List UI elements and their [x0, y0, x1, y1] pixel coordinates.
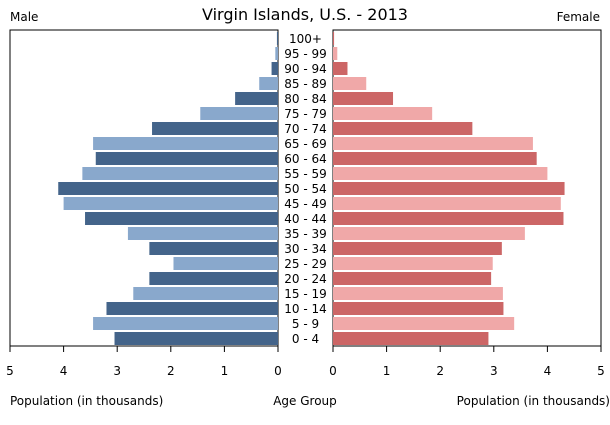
male-x-tick-label: 4 [60, 364, 68, 378]
male-bar [149, 242, 278, 255]
age-group-axis-label: Age Group [273, 394, 337, 408]
male-bar [275, 47, 278, 60]
male-x-tick-label: 0 [274, 364, 282, 378]
female-bar [333, 242, 502, 255]
female-x-tick-label: 2 [436, 364, 444, 378]
female-bar [333, 92, 394, 105]
female-bars [333, 32, 565, 345]
male-bar [85, 212, 278, 225]
female-bar [333, 122, 473, 135]
age-group-label: 70 - 74 [284, 122, 327, 136]
female-panel-label: Female [557, 10, 600, 24]
age-group-label: 65 - 69 [284, 137, 327, 151]
age-group-label: 15 - 19 [284, 287, 327, 301]
male-x-tick-label: 5 [6, 364, 14, 378]
male-bar [200, 107, 278, 120]
age-group-label: 25 - 29 [284, 257, 327, 271]
female-bar [333, 62, 348, 75]
male-x-tick-label: 3 [113, 364, 121, 378]
female-bar [333, 47, 338, 60]
male-bar [152, 122, 278, 135]
age-group-label: 35 - 39 [284, 227, 327, 241]
age-group-label: 30 - 34 [284, 242, 327, 256]
male-bar [93, 317, 278, 330]
female-x-tick-label: 0 [329, 364, 337, 378]
female-x-tick-label: 1 [383, 364, 391, 378]
male-bar [149, 272, 278, 285]
male-bar [271, 62, 278, 75]
female-bar [333, 287, 503, 300]
female-bar [333, 137, 533, 150]
age-group-label: 100+ [289, 32, 322, 46]
female-bar [333, 197, 561, 210]
male-bar [114, 332, 279, 345]
female-bar [333, 317, 515, 330]
male-bar [93, 137, 278, 150]
male-bar [58, 182, 278, 195]
age-group-label: 45 - 49 [284, 197, 327, 211]
male-bar [95, 152, 278, 165]
male-x-tick-label: 1 [221, 364, 229, 378]
female-x-axis-label: Population (in thousands) [457, 394, 610, 408]
age-group-label: 20 - 24 [284, 272, 327, 286]
female-bar [333, 182, 565, 195]
female-bar [333, 332, 489, 345]
female-bar [333, 32, 335, 45]
female-bar [333, 257, 493, 270]
female-bar [333, 152, 537, 165]
female-x-tick-label: 5 [597, 364, 605, 378]
female-bar [333, 107, 433, 120]
chart-title: Virgin Islands, U.S. - 2013 [202, 5, 408, 24]
female-x-tick-label: 3 [490, 364, 498, 378]
age-group-label: 95 - 99 [284, 47, 327, 61]
age-group-label: 85 - 89 [284, 77, 327, 91]
male-panel-label: Male [10, 10, 38, 24]
female-bar [333, 272, 492, 285]
male-x-axis-label: Population (in thousands) [10, 394, 163, 408]
female-bar [333, 212, 564, 225]
age-group-label: 40 - 44 [284, 212, 327, 226]
female-bar [333, 302, 504, 315]
age-group-label: 50 - 54 [284, 182, 327, 196]
female-x-axis: 0 1 2 3 4 5 [329, 346, 605, 378]
age-group-label: 90 - 94 [284, 62, 327, 76]
male-bar [235, 92, 278, 105]
female-bar [333, 167, 548, 180]
age-group-label: 80 - 84 [284, 92, 327, 106]
male-bar [63, 197, 278, 210]
female-bar [333, 77, 367, 90]
female-x-tick-label: 4 [544, 364, 552, 378]
male-bars [58, 32, 279, 345]
male-bar [82, 167, 278, 180]
age-group-label: 0 - 4 [292, 332, 319, 346]
age-group-label: 55 - 59 [284, 167, 327, 181]
male-x-axis: 0 1 2 3 4 5 [6, 346, 282, 378]
male-x-tick-label: 2 [167, 364, 175, 378]
female-bar [333, 227, 525, 240]
age-group-label: 10 - 14 [284, 302, 327, 316]
male-bar [106, 302, 278, 315]
age-group-label: 5 - 9 [292, 317, 319, 331]
age-group-label: 75 - 79 [284, 107, 327, 121]
age-group-label: 60 - 64 [284, 152, 327, 166]
male-bar [133, 287, 278, 300]
male-bar [127, 227, 278, 240]
male-bar [259, 77, 278, 90]
male-bar [173, 257, 278, 270]
male-bar [276, 32, 278, 45]
